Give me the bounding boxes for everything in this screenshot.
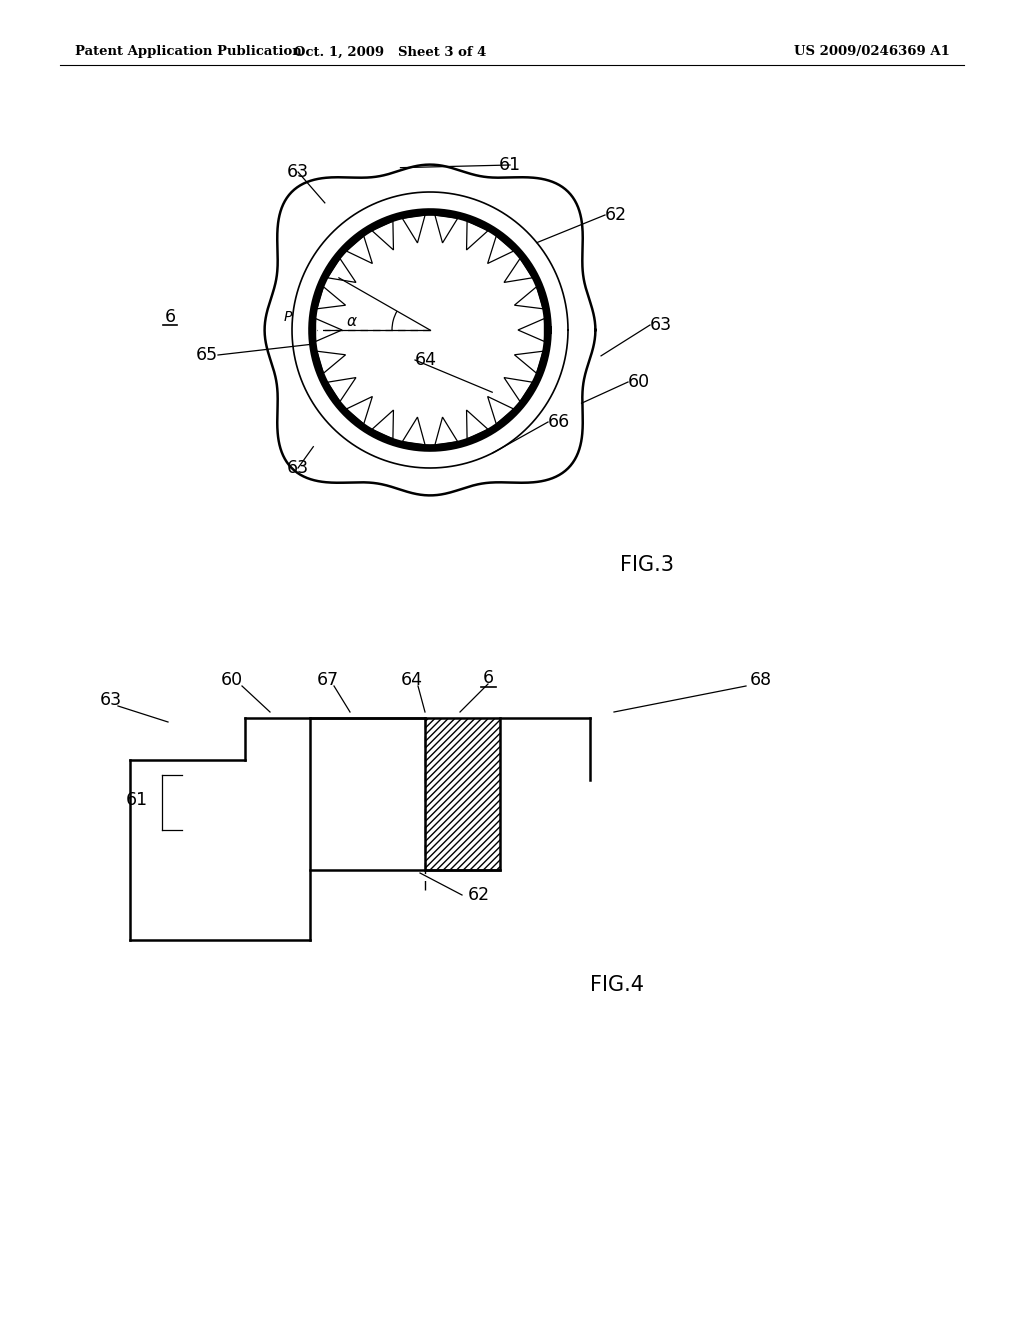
Text: P: P [284, 310, 292, 323]
Text: 60: 60 [221, 671, 243, 689]
Text: FIG.4: FIG.4 [590, 975, 644, 995]
Text: 61: 61 [126, 791, 148, 809]
Text: 63: 63 [650, 315, 672, 334]
Text: Patent Application Publication: Patent Application Publication [75, 45, 302, 58]
Text: 62: 62 [468, 886, 490, 904]
Text: 60: 60 [628, 374, 650, 391]
Text: 66: 66 [548, 413, 570, 432]
Text: 63: 63 [100, 690, 122, 709]
Text: 61: 61 [499, 156, 521, 174]
Bar [425, 718, 500, 870]
Text: 62: 62 [605, 206, 627, 224]
Text: 64: 64 [401, 671, 423, 689]
Text: FIG.3: FIG.3 [620, 554, 674, 576]
Text: 64: 64 [415, 351, 437, 370]
Text: 63: 63 [287, 162, 309, 181]
Text: 6: 6 [482, 669, 494, 686]
Text: 63: 63 [287, 459, 309, 477]
Text: US 2009/0246369 A1: US 2009/0246369 A1 [795, 45, 950, 58]
Text: 68: 68 [750, 671, 772, 689]
Text: 67: 67 [317, 671, 339, 689]
Text: Oct. 1, 2009   Sheet 3 of 4: Oct. 1, 2009 Sheet 3 of 4 [294, 45, 486, 58]
Text: α: α [347, 314, 357, 330]
Text: 65: 65 [196, 346, 218, 364]
Text: 6: 6 [165, 308, 176, 326]
